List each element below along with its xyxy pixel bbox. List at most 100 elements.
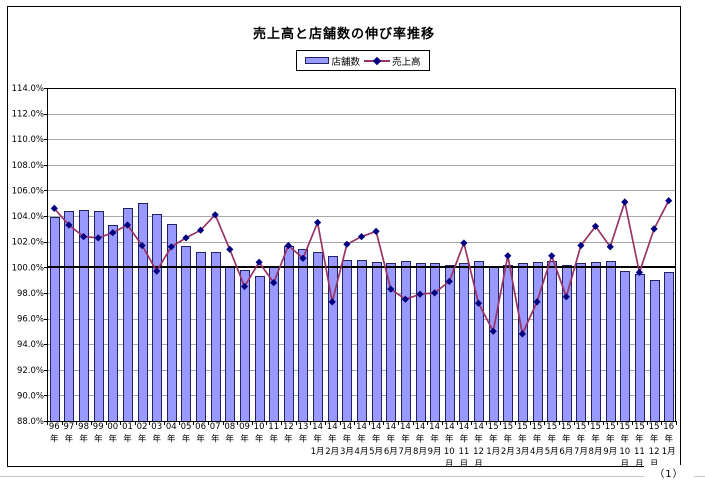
bar — [372, 262, 382, 422]
bar — [181, 246, 191, 422]
diamond-marker — [504, 252, 512, 260]
svg-text:年: 年 — [621, 434, 630, 445]
svg-text:6月: 6月 — [384, 447, 398, 457]
svg-text:12: 12 — [649, 447, 660, 457]
svg-text:1月: 1月 — [486, 447, 500, 457]
svg-text:年: 年 — [562, 434, 571, 445]
svg-text:06: 06 — [195, 422, 206, 432]
diamond-marker — [211, 211, 219, 219]
svg-text:15: 15 — [488, 422, 499, 432]
diamond-marker — [314, 218, 322, 227]
diamond-marker — [606, 243, 614, 251]
diamond-marker — [445, 277, 453, 285]
svg-text:13: 13 — [298, 422, 309, 432]
svg-text:年: 年 — [650, 434, 659, 445]
diamond-marker — [665, 197, 673, 205]
diamond-marker — [343, 240, 351, 248]
svg-text:年: 年 — [50, 434, 59, 445]
svg-text:15: 15 — [517, 422, 528, 432]
svg-text:15: 15 — [575, 422, 586, 432]
svg-text:年: 年 — [372, 434, 381, 445]
svg-text:年: 年 — [65, 434, 74, 445]
diamond-marker — [357, 233, 366, 241]
svg-text:年: 年 — [489, 434, 498, 445]
chart-title: 売上高と店舗数の伸び率推移 — [252, 27, 435, 42]
line-markers — [50, 197, 673, 338]
legend-item-bar-series: 店舗数 — [305, 54, 360, 68]
bar — [635, 274, 645, 422]
bar — [138, 203, 148, 422]
svg-text:15: 15 — [649, 422, 660, 432]
svg-text:10: 10 — [254, 422, 265, 432]
svg-text:14: 14 — [341, 422, 352, 432]
svg-text:年: 年 — [504, 434, 513, 445]
diamond-marker — [372, 227, 380, 235]
bar — [196, 252, 206, 422]
diamond-marker — [621, 198, 629, 206]
svg-text:年: 年 — [240, 434, 249, 445]
svg-text:14: 14 — [356, 422, 367, 432]
svg-text:04: 04 — [166, 422, 177, 432]
svg-text:11: 11 — [268, 422, 279, 432]
svg-text:年: 年 — [123, 434, 132, 445]
diamond-marker — [153, 267, 161, 275]
svg-text:年: 年 — [416, 434, 425, 445]
svg-text:114.0%: 114.0% — [12, 84, 44, 94]
bar — [357, 260, 367, 422]
svg-text:年: 年 — [387, 434, 396, 445]
svg-text:年: 年 — [606, 434, 615, 445]
svg-text:94.0%: 94.0% — [17, 340, 44, 350]
diamond-marker — [401, 295, 409, 303]
svg-text:年: 年 — [196, 434, 205, 445]
svg-text:14: 14 — [444, 422, 455, 432]
svg-text:年: 年 — [79, 434, 88, 445]
legend-label-bar: 店舗数 — [331, 56, 360, 68]
svg-text:12: 12 — [473, 447, 484, 457]
svg-text:104.0%: 104.0% — [12, 212, 44, 222]
svg-text:16: 16 — [663, 422, 674, 432]
svg-text:96: 96 — [49, 422, 60, 432]
diamond-marker — [182, 234, 190, 242]
svg-text:年: 年 — [547, 434, 556, 445]
svg-text:15: 15 — [561, 422, 572, 432]
bar — [430, 263, 440, 422]
diamond-marker — [518, 330, 526, 338]
bar — [108, 225, 118, 422]
bar — [547, 261, 557, 422]
svg-text:99: 99 — [93, 422, 104, 432]
svg-text:90.0%: 90.0% — [17, 391, 44, 401]
svg-text:年: 年 — [152, 434, 161, 445]
sheet-gridline — [0, 476, 705, 477]
svg-text:7月: 7月 — [574, 447, 588, 457]
diamond-marker — [431, 289, 439, 297]
svg-text:年: 年 — [635, 434, 644, 445]
bar — [664, 272, 674, 422]
bar — [518, 263, 528, 422]
svg-text:15: 15 — [634, 422, 645, 432]
svg-text:3月: 3月 — [340, 447, 354, 457]
bar — [459, 263, 469, 422]
svg-text:15: 15 — [605, 422, 616, 432]
axis-ticks — [44, 88, 677, 425]
diamond-marker — [533, 298, 541, 306]
svg-text:年: 年 — [299, 434, 308, 445]
svg-text:108.0%: 108.0% — [12, 161, 44, 171]
bar — [503, 265, 513, 422]
svg-text:年: 年 — [533, 434, 542, 445]
bar-series — [50, 203, 674, 422]
svg-text:09: 09 — [239, 422, 250, 432]
bar — [240, 270, 250, 422]
svg-text:11: 11 — [458, 447, 469, 457]
x-axis-labels: 96年97年98年99年00年01年02年03年04年05年06年07年08年0… — [49, 422, 676, 470]
svg-text:14: 14 — [385, 422, 396, 432]
page-number: （1） — [644, 465, 694, 480]
svg-text:9月: 9月 — [428, 447, 442, 457]
svg-text:98.0%: 98.0% — [17, 289, 44, 299]
svg-text:6月: 6月 — [559, 447, 573, 457]
svg-text:00: 00 — [107, 422, 118, 432]
svg-text:15: 15 — [532, 422, 543, 432]
svg-text:年: 年 — [138, 434, 147, 445]
bar — [167, 224, 177, 422]
svg-text:年: 年 — [577, 434, 586, 445]
bar — [298, 249, 308, 422]
